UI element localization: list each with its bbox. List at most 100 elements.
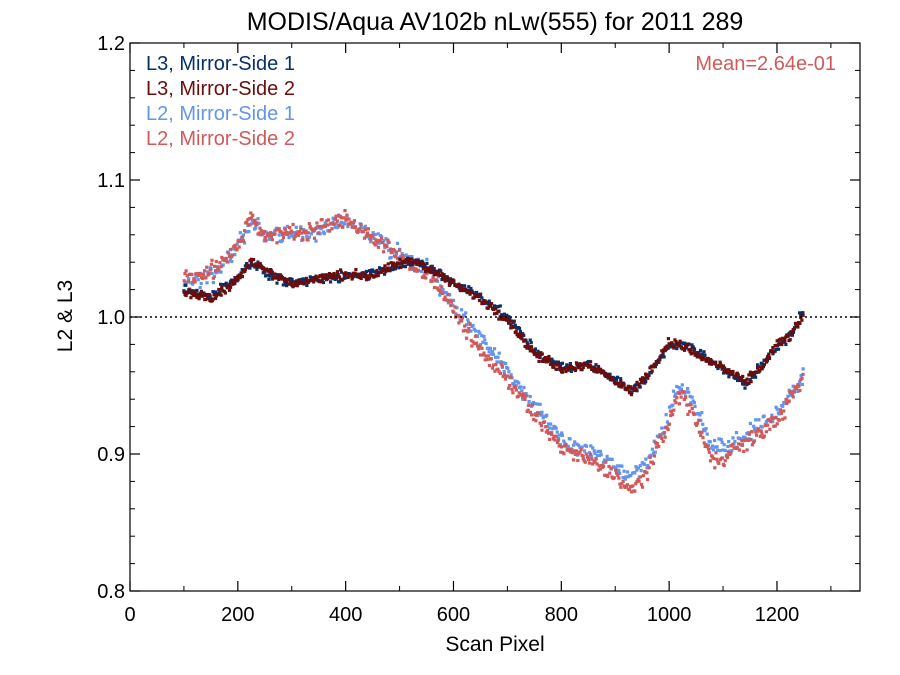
data-point bbox=[789, 330, 793, 334]
data-point bbox=[513, 323, 517, 327]
data-point bbox=[660, 436, 664, 440]
data-point bbox=[430, 264, 434, 268]
data-point bbox=[760, 361, 764, 365]
data-point bbox=[202, 272, 206, 276]
data-point bbox=[677, 386, 681, 390]
data-point bbox=[204, 276, 208, 280]
data-point bbox=[395, 241, 400, 245]
data-point bbox=[516, 394, 520, 398]
data-point bbox=[520, 337, 524, 341]
data-point bbox=[210, 258, 214, 262]
data-point bbox=[551, 426, 555, 431]
data-point bbox=[285, 284, 289, 288]
data-point bbox=[719, 437, 723, 441]
data-point bbox=[620, 385, 624, 389]
data-point bbox=[248, 266, 252, 270]
data-point bbox=[422, 263, 427, 267]
data-point bbox=[214, 290, 218, 294]
data-point bbox=[678, 339, 682, 343]
data-point bbox=[329, 273, 333, 277]
data-point bbox=[606, 474, 610, 479]
data-point bbox=[676, 391, 680, 395]
data-point bbox=[594, 367, 598, 371]
data-point bbox=[686, 412, 690, 416]
data-point bbox=[609, 466, 613, 470]
data-point bbox=[622, 469, 626, 473]
data-point bbox=[766, 423, 770, 427]
data-point bbox=[503, 377, 508, 381]
data-point bbox=[755, 370, 759, 374]
data-point bbox=[618, 384, 622, 388]
data-point bbox=[626, 470, 630, 474]
data-point bbox=[635, 468, 639, 472]
data-point bbox=[394, 255, 398, 259]
data-point bbox=[690, 406, 694, 411]
data-point bbox=[635, 389, 639, 393]
data-point bbox=[462, 314, 466, 318]
data-point bbox=[505, 313, 509, 317]
data-point bbox=[514, 330, 518, 334]
data-point bbox=[413, 269, 417, 273]
data-point bbox=[456, 314, 460, 318]
data-point bbox=[581, 365, 585, 369]
data-point bbox=[219, 270, 223, 274]
data-point bbox=[483, 338, 487, 342]
data-point bbox=[326, 277, 330, 281]
data-point bbox=[750, 430, 754, 434]
data-point bbox=[344, 276, 348, 280]
data-point bbox=[643, 381, 647, 385]
data-point bbox=[740, 438, 744, 442]
data-point bbox=[211, 297, 215, 301]
data-point bbox=[771, 352, 775, 356]
data-point bbox=[626, 384, 630, 388]
data-point bbox=[525, 341, 529, 345]
data-point bbox=[360, 226, 364, 230]
data-point bbox=[534, 352, 538, 356]
data-point bbox=[238, 274, 242, 278]
data-point bbox=[409, 263, 413, 267]
data-point bbox=[196, 293, 200, 297]
data-point bbox=[283, 276, 287, 281]
data-point bbox=[697, 352, 701, 356]
legend-entry: L2, Mirror-Side 1 bbox=[146, 103, 295, 125]
data-point bbox=[198, 293, 202, 297]
data-point bbox=[267, 237, 271, 241]
data-point bbox=[551, 437, 555, 441]
data-point bbox=[680, 383, 684, 387]
data-point bbox=[466, 318, 470, 322]
data-point bbox=[415, 262, 419, 267]
data-point bbox=[362, 236, 367, 240]
data-point bbox=[454, 312, 458, 316]
data-point bbox=[225, 260, 229, 264]
data-point bbox=[628, 488, 632, 492]
data-point bbox=[235, 248, 239, 252]
data-point bbox=[699, 433, 703, 438]
mean-annotation: Mean=2.64e-01 bbox=[695, 53, 836, 75]
data-point bbox=[384, 237, 388, 241]
data-point bbox=[382, 250, 386, 254]
data-point bbox=[319, 227, 323, 231]
data-point bbox=[734, 431, 739, 435]
data-point bbox=[414, 258, 418, 262]
data-point bbox=[436, 272, 440, 276]
data-point bbox=[589, 455, 594, 459]
data-point bbox=[679, 395, 683, 399]
data-point bbox=[781, 417, 785, 421]
data-point bbox=[320, 273, 324, 277]
data-point bbox=[525, 346, 529, 350]
data-point bbox=[411, 261, 415, 265]
data-point bbox=[661, 352, 665, 356]
data-point bbox=[205, 281, 209, 285]
data-point bbox=[383, 264, 387, 268]
data-point bbox=[335, 219, 339, 223]
data-point bbox=[702, 441, 706, 445]
data-point bbox=[449, 299, 453, 303]
data-point bbox=[617, 476, 621, 480]
data-point bbox=[257, 231, 261, 235]
data-point bbox=[554, 434, 558, 438]
data-point bbox=[529, 341, 533, 345]
data-point bbox=[346, 222, 350, 226]
data-point bbox=[312, 229, 316, 233]
data-point bbox=[371, 234, 375, 238]
data-point bbox=[280, 232, 285, 237]
